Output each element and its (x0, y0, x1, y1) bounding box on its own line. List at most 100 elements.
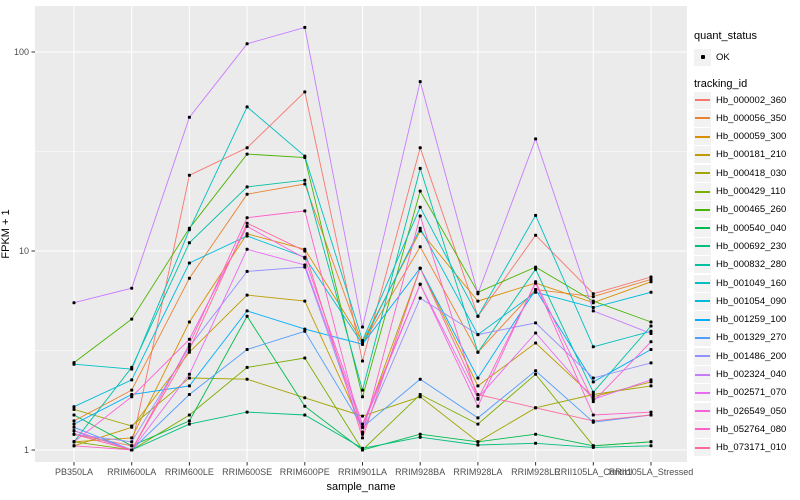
data-point (534, 321, 538, 325)
data-point (72, 419, 76, 423)
data-point (591, 380, 595, 384)
data-point (591, 345, 595, 349)
data-point (303, 413, 307, 417)
data-point (534, 432, 538, 436)
x-tick-label: RRII105LA_Control (554, 467, 632, 477)
data-point (476, 350, 480, 354)
data-point (187, 413, 191, 417)
data-point (418, 282, 422, 286)
x-tick-label: PB350LA (55, 467, 93, 477)
data-point (245, 146, 249, 150)
data-point (418, 432, 422, 436)
data-point (361, 432, 364, 436)
data-point (476, 443, 480, 447)
data-point (72, 425, 76, 429)
data-point (303, 404, 307, 408)
data-point (72, 301, 76, 305)
data-point (187, 345, 191, 349)
data-point (187, 348, 191, 351)
data-point (534, 281, 538, 285)
data-point (418, 245, 422, 249)
data-point (418, 80, 422, 84)
data-point (591, 419, 595, 423)
data-point (649, 413, 653, 417)
data-point (245, 192, 249, 196)
data-point (591, 309, 595, 313)
x-tick-label: RRIM600SE (222, 467, 272, 477)
data-point (476, 397, 480, 401)
data-point (187, 276, 191, 280)
data-point (476, 299, 480, 303)
data-point (303, 329, 307, 333)
data-point (361, 325, 364, 329)
data-point (418, 266, 422, 270)
data-point (649, 410, 653, 414)
data-point (591, 413, 595, 417)
data-point (649, 332, 653, 335)
data-point (649, 320, 653, 324)
data-point (534, 372, 538, 376)
data-point (187, 376, 191, 380)
data-point (476, 384, 480, 388)
y-axis-title: FPKM + 1 (0, 209, 12, 259)
data-point (591, 445, 595, 449)
data-point (187, 372, 191, 376)
data-point (591, 395, 595, 399)
data-point (245, 224, 249, 228)
data-point (649, 444, 653, 448)
data-point (418, 393, 422, 396)
data-point (187, 350, 191, 354)
data-point (534, 267, 538, 271)
y-tick-label: 10 (19, 246, 29, 256)
data-point (245, 42, 249, 46)
data-point (361, 342, 364, 346)
data-point (649, 384, 653, 388)
data-point (534, 369, 538, 373)
data-point (187, 173, 191, 177)
data-point (534, 213, 538, 217)
data-point (130, 367, 134, 371)
data-point (72, 422, 76, 426)
data-point (245, 410, 249, 414)
data-point (130, 424, 134, 428)
data-point (130, 378, 134, 382)
x-tick-label: RRIM928LA (453, 467, 502, 477)
data-point (591, 376, 595, 380)
data-point (187, 261, 191, 265)
data-point (187, 241, 191, 245)
data-point (649, 348, 653, 351)
data-point (245, 105, 249, 109)
data-point (361, 339, 364, 342)
data-point (130, 388, 134, 392)
data-point (72, 429, 76, 433)
data-point (649, 275, 653, 279)
data-point (187, 384, 191, 388)
data-point (476, 422, 480, 426)
data-point (245, 234, 249, 238)
data-point (591, 295, 595, 299)
data-point (245, 185, 249, 189)
data-point (476, 333, 480, 337)
data-point (591, 397, 595, 401)
data-point (649, 277, 653, 281)
data-point (649, 378, 653, 382)
data-point (303, 25, 307, 29)
data-point (187, 320, 191, 324)
data-point (303, 263, 307, 267)
data-point (245, 293, 249, 297)
data-point (476, 404, 480, 408)
data-point (72, 440, 76, 444)
data-point (245, 152, 249, 156)
data-point (130, 444, 134, 448)
data-point (187, 115, 191, 119)
data-point (361, 422, 364, 426)
data-point (418, 166, 422, 170)
data-point (418, 214, 422, 218)
x-tick-label: RRIM928LE (511, 467, 560, 477)
data-point (649, 340, 653, 344)
x-tick-label: RRII105LA_Stressed (609, 467, 694, 477)
data-point (245, 365, 249, 369)
data-point (245, 348, 249, 351)
data-point (591, 292, 595, 296)
data-point (130, 393, 134, 396)
